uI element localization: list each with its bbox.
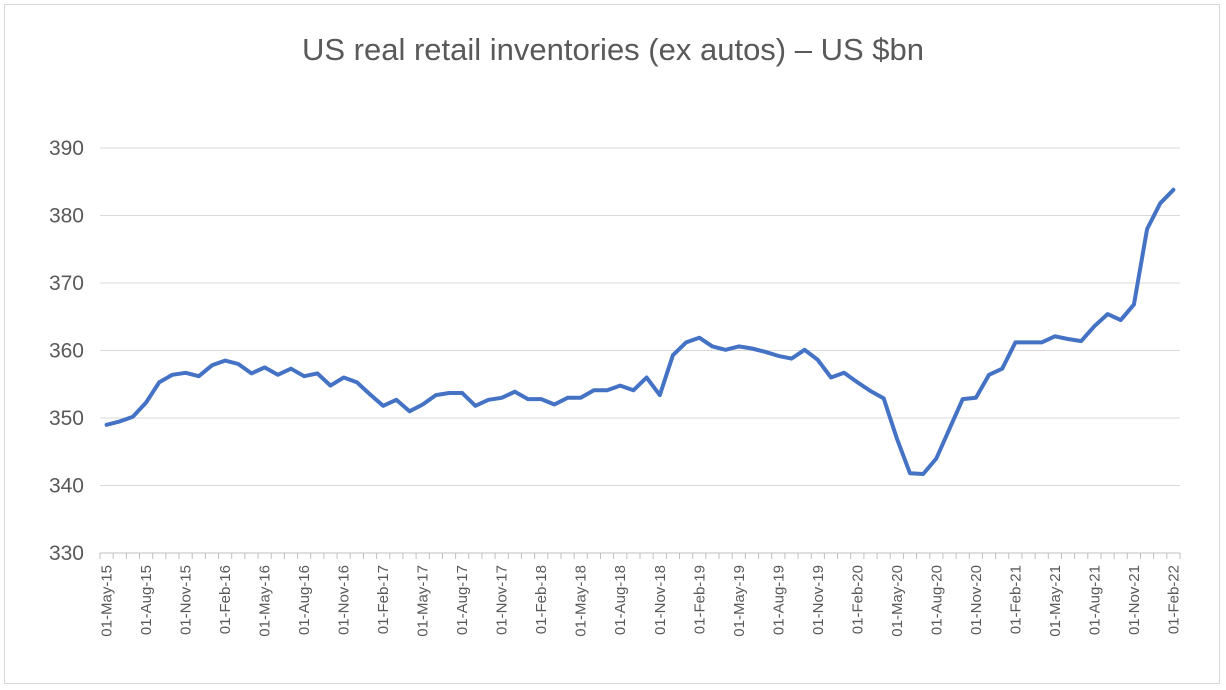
x-tick-label: 01-Nov-19	[810, 565, 827, 635]
x-tick-label: 01-Feb-20	[849, 565, 866, 634]
x-tick-label: 01-Aug-21	[1086, 565, 1103, 635]
x-tick-label: 01-May-17	[415, 565, 432, 637]
y-tick-label: 330	[49, 542, 84, 565]
y-tick-label: 390	[49, 137, 84, 160]
y-tick-label: 360	[49, 340, 84, 363]
x-tick-label: 01-May-19	[731, 565, 748, 637]
x-tick-label: 01-Aug-18	[612, 565, 629, 635]
y-tick-label: 350	[49, 407, 84, 430]
x-tick-label: 01-Feb-21	[1007, 565, 1024, 634]
x-tick-label: 01-Nov-18	[652, 565, 669, 635]
y-tick-label: 380	[49, 205, 84, 228]
x-tick-label: 01-May-21	[1047, 565, 1064, 637]
x-tick-label: 01-May-18	[573, 565, 590, 637]
chart-title: US real retail inventories (ex autos) – …	[302, 32, 924, 67]
y-tick-label: 370	[49, 272, 84, 295]
x-tick-label: 01-Aug-20	[928, 565, 945, 635]
x-tick-label: 01-Nov-17	[494, 565, 511, 635]
x-tick-label: 01-May-20	[889, 565, 906, 637]
gridlines	[100, 147, 1180, 486]
x-tick-label: 01-Feb-18	[533, 565, 550, 634]
x-tick-label: 01-Nov-21	[1126, 565, 1143, 635]
x-tick-label: 01-Nov-20	[968, 565, 985, 635]
x-tick-label: 01-Feb-16	[217, 565, 234, 634]
x-tick-label: 01-Aug-16	[296, 565, 313, 635]
series-line	[104, 187, 1176, 476]
y-tick-label: 340	[49, 475, 84, 498]
x-tick-label: 01-Aug-15	[138, 565, 155, 635]
x-tick-label: 01-May-15	[99, 565, 116, 637]
x-tick-label: 01-Nov-16	[336, 565, 353, 635]
y-axis-ticks: 330 340 350 360 370 380 390	[49, 137, 84, 565]
x-tick-label: 01-Aug-19	[770, 565, 787, 635]
x-axis-ticks: 01-May-15 01-Aug-15 01-Nov-15 01-Feb-16 01-M…	[99, 553, 1182, 637]
x-tick-label: 01-Feb-22	[1165, 565, 1182, 634]
x-tick-label: 01-May-16	[257, 565, 274, 637]
x-tick-label: 01-Nov-15	[178, 565, 195, 635]
x-tick-label: 01-Aug-17	[454, 565, 471, 635]
x-tick-label: 01-Feb-17	[375, 565, 392, 634]
x-tick-label: 01-Feb-19	[691, 565, 708, 634]
